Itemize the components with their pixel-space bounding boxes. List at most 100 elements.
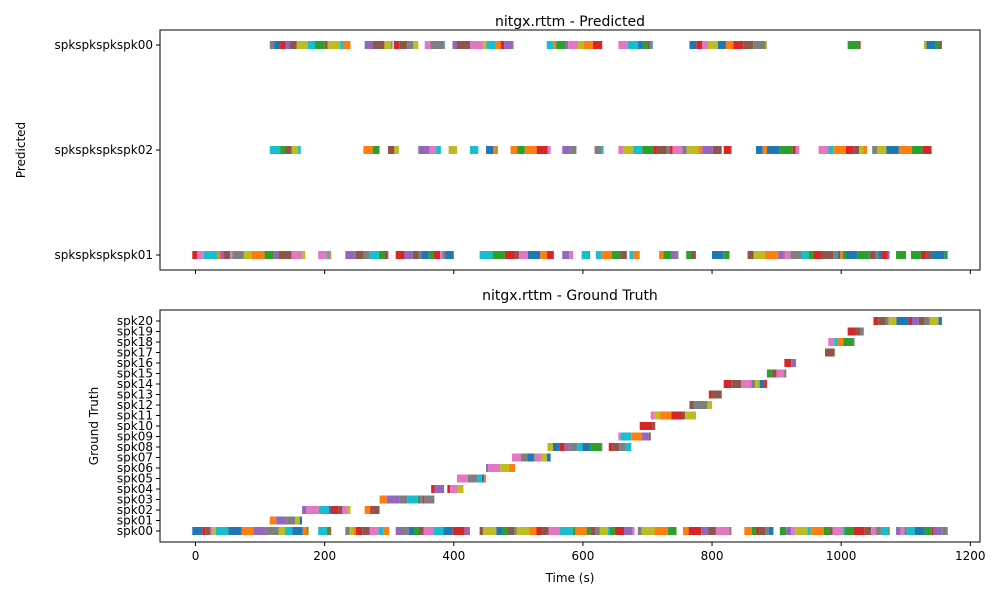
ground-truth-segment-bar — [791, 359, 796, 367]
ground-truth-segment-bar — [844, 527, 854, 535]
ground-truth-segment-bar — [652, 422, 656, 430]
ground-truth-segment-bar — [609, 527, 615, 535]
ground-truth-y-tick-label: spk08 — [117, 440, 153, 454]
ground-truth-segment-bar — [306, 506, 319, 514]
predicted-segment-bar — [881, 251, 888, 259]
predicted-segment-bar — [197, 251, 204, 259]
ground-truth-segment-bar — [896, 527, 901, 535]
ground-truth-segment-bar — [569, 443, 578, 451]
ground-truth-segment-bar — [828, 338, 835, 346]
ground-truth-segment-bar — [708, 390, 712, 399]
predicted-segment-bar — [790, 251, 802, 259]
ground-truth-segment-bar — [509, 464, 516, 472]
predicted-segment-bar — [656, 146, 667, 154]
predicted-segment-bar — [329, 251, 332, 259]
predicted-segment-bar — [792, 146, 796, 154]
predicted-segment-bar — [448, 146, 458, 154]
predicted-segment-bar — [192, 251, 198, 259]
ground-truth-segment-bar — [302, 506, 307, 514]
predicted-y-axis-label: Predicted — [14, 122, 28, 178]
predicted-segment-bar — [920, 251, 927, 259]
predicted-segment-bar — [217, 251, 221, 259]
ground-truth-segment-bar — [572, 527, 577, 535]
predicted-segment-bar — [755, 146, 763, 154]
predicted-segment-bar — [670, 251, 677, 259]
predicted-segment-bar — [412, 251, 419, 259]
predicted-segment-bar — [747, 251, 754, 259]
ground-truth-segment-bar — [355, 527, 363, 535]
predicted-segment-bar — [620, 251, 627, 259]
predicted-segment-bar — [926, 41, 936, 49]
predicted-y-ticks: spkspkspkspk00 spkspkspkspk02 spkspkspkspk… — [54, 38, 160, 262]
ground-truth-segment-bar — [560, 527, 573, 535]
predicted-segment-bar — [702, 146, 713, 154]
predicted-segment-bar — [690, 251, 696, 259]
ground-truth-segment-bar — [452, 527, 465, 535]
ground-truth-segment-bar — [464, 527, 470, 535]
ground-truth-segment-bar — [641, 527, 655, 535]
ground-truth-segment-bar — [768, 527, 774, 535]
ground-truth-title: nitgx.rttm - Ground Truth — [482, 288, 658, 304]
predicted-segment-bar — [698, 146, 703, 154]
predicted-segment-bar — [801, 251, 809, 259]
ground-truth-segment-bar — [648, 432, 651, 441]
predicted-segment-bar — [433, 251, 441, 259]
predicted-segment-bar — [702, 41, 708, 49]
ground-truth-segment-bar — [855, 327, 861, 336]
ground-truth-segment-bar — [202, 527, 206, 535]
ground-truth-segment-bar — [520, 453, 528, 462]
predicted-segment-bar — [676, 251, 679, 259]
predicted-segment-bar — [666, 146, 671, 154]
predicted-segment-bar — [896, 251, 906, 259]
predicted-segment-bar — [469, 146, 479, 154]
ground-truth-segment-bar — [906, 527, 915, 535]
ground-truth-segment-bar — [668, 527, 677, 535]
predicted-segment-bar — [399, 41, 408, 49]
ground-truth-segment-bar — [784, 359, 792, 367]
ground-truth-segment-bar — [723, 380, 732, 388]
ground-truth-segment-bar — [450, 485, 458, 493]
predicted-y-tick-label: spkspkspkspk00 — [54, 38, 153, 52]
predicted-segment-bar — [863, 146, 868, 154]
ground-truth-segment-bar — [265, 527, 279, 535]
ground-truth-segment-bar — [795, 527, 808, 535]
ground-truth-segment-bar — [685, 411, 696, 420]
predicted-segment-bar — [686, 251, 691, 259]
x-tick-label: 200 — [313, 549, 336, 563]
ground-truth-segment-bar — [481, 474, 485, 483]
predicted-segment-bar — [859, 146, 864, 154]
predicted-segment-bar — [384, 41, 392, 49]
ground-truth-segment-bar — [423, 527, 434, 535]
ground-truth-segment-bar — [765, 527, 769, 535]
ground-truth-segment-bar — [457, 474, 468, 483]
predicted-segment-bar — [589, 251, 591, 259]
predicted-segment-bar — [910, 251, 921, 259]
ground-truth-segment-bar — [516, 527, 530, 535]
ground-truth-segment-bar — [496, 527, 503, 535]
ground-truth-segment-bar — [318, 506, 329, 514]
predicted-segment-bar — [296, 41, 309, 49]
ground-truth-y-tick-label: spk17 — [117, 346, 153, 360]
predicted-segment-bar — [581, 251, 590, 259]
predicted-segment-bar — [649, 41, 652, 49]
predicted-segment-bar — [847, 41, 859, 49]
ground-truth-segment-bar — [399, 495, 408, 504]
ground-truth-segment-bar — [832, 527, 843, 535]
predicted-segment-bar — [223, 251, 231, 259]
predicted-segment-bar — [373, 41, 385, 49]
predicted-segment-bar — [504, 251, 516, 259]
ground-truth-segment-bar — [228, 527, 242, 535]
predicted-segment-bar — [519, 251, 532, 259]
ground-truth-segment-bar — [318, 527, 328, 535]
x-tick-label: 0 — [192, 549, 200, 563]
predicted-segment-bar — [601, 251, 612, 259]
ground-truth-segment-bar — [612, 443, 620, 451]
ground-truth-segment-bar — [548, 527, 561, 535]
predicted-segment-bar — [653, 146, 657, 154]
ground-truth-segment-bar — [904, 527, 907, 535]
ground-truth-segment-bar — [843, 338, 854, 346]
ground-truth-x-ticks: 0 200 400 600 800 1000 1200 — [192, 542, 986, 563]
ground-truth-segment-bar — [853, 338, 855, 346]
ground-truth-segment-bar — [918, 317, 929, 325]
predicted-segment-bar — [547, 251, 554, 259]
